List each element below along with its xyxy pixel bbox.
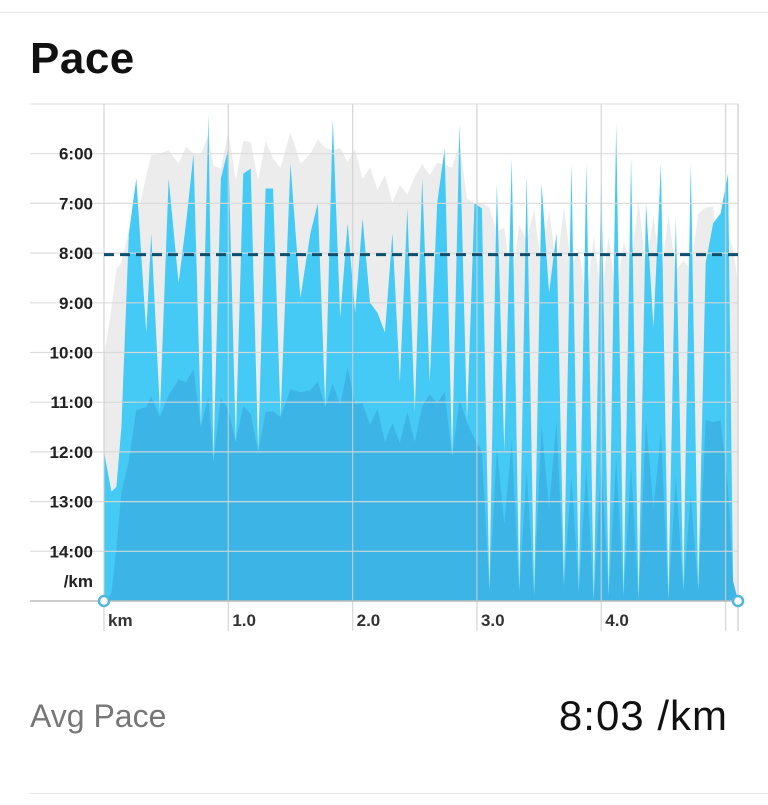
x-tick-label: 1.0 bbox=[232, 611, 256, 630]
pace-smoothed-area bbox=[104, 367, 738, 601]
x-tick-label: 3.0 bbox=[481, 611, 505, 630]
y-tick-label: 6:00 bbox=[59, 145, 93, 164]
pace-chart: 6:00 7:00 8:00 9:00 10:00 11:00 12:00 13:00 14:0… bbox=[30, 103, 745, 631]
avg-pace-label: Avg Pace bbox=[30, 698, 167, 734]
y-tick-label: 10:00 bbox=[50, 344, 93, 363]
y-tick-label: 13:00 bbox=[50, 493, 93, 512]
x-tick-label: 4.0 bbox=[605, 611, 629, 630]
top-divider bbox=[0, 12, 768, 13]
y-unit-label: /km bbox=[64, 572, 93, 591]
avg-pace-value: 8:03 /km bbox=[558, 692, 728, 739]
x-tick-label: 2.0 bbox=[357, 611, 381, 630]
y-tick-label: 14:00 bbox=[50, 542, 93, 561]
y-tick-label: 11:00 bbox=[50, 393, 93, 412]
start-marker bbox=[97, 594, 111, 608]
x-tick-label: km bbox=[108, 611, 133, 630]
y-tick-label: 9:00 bbox=[59, 294, 93, 313]
chart-title: Pace bbox=[30, 34, 135, 83]
y-tick-label: 7:00 bbox=[59, 194, 93, 213]
y-tick-label: 8:00 bbox=[59, 244, 93, 263]
y-tick-label: 12:00 bbox=[50, 443, 93, 462]
end-marker bbox=[731, 594, 745, 608]
bottom-divider bbox=[30, 793, 768, 794]
